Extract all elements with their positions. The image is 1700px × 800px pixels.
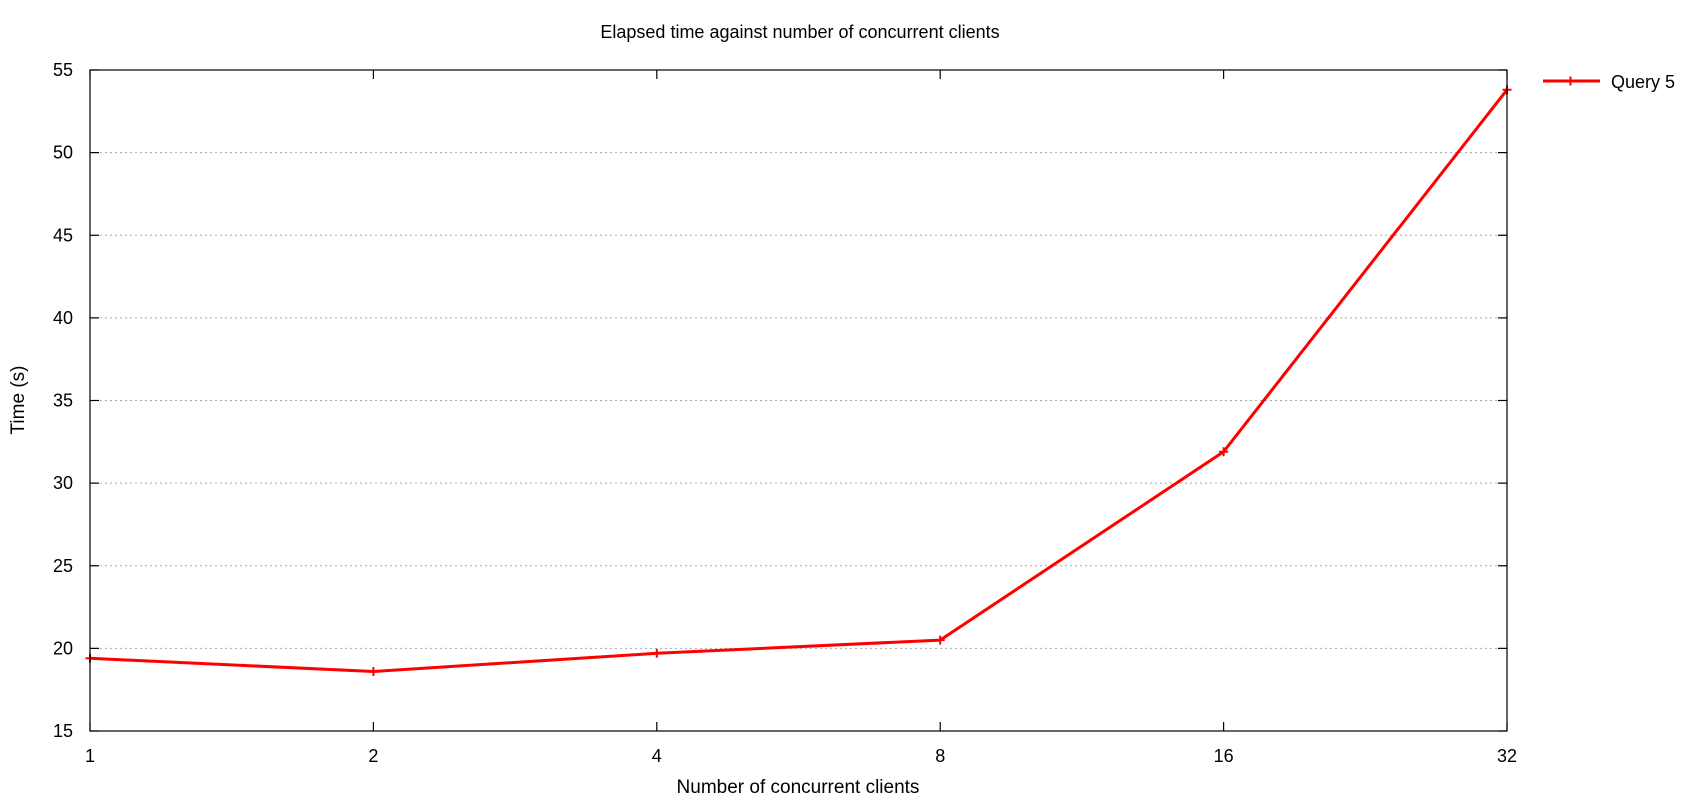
y-tick-label-35: 35: [53, 391, 73, 411]
data-point-marker-0-3: [935, 635, 945, 645]
x-tick-label-2: 2: [368, 746, 378, 766]
y-tick-label-15: 15: [53, 721, 73, 741]
data-point-marker-0-1: [368, 667, 378, 676]
x-axis-label: Number of concurrent clients: [677, 777, 920, 798]
y-tick-label-45: 45: [53, 225, 73, 245]
y-tick-label-30: 30: [53, 473, 73, 493]
chart-title: Elapsed time against number of concurren…: [600, 22, 999, 42]
x-tick-label-1: 1: [85, 746, 95, 766]
grid: [90, 152, 1507, 649]
plot-frame: [89, 69, 1508, 732]
y-tick-label-50: 50: [53, 143, 73, 163]
y-tick-label-20: 20: [53, 638, 73, 658]
y-axis-label: Time (s): [8, 366, 29, 435]
legend-label-query-5: Query 5: [1611, 72, 1675, 92]
x-tick-label-16: 16: [1214, 746, 1234, 766]
axis-tick-labels: 15 20 25 30 35 40 45 50 55 1 2 4 8 16 32: [53, 60, 1517, 766]
series-line-0: [89, 88, 1509, 673]
y-tick-label-25: 25: [53, 556, 73, 576]
legend-marker-query-5: [1566, 76, 1575, 86]
legend: Query 5: [1543, 72, 1675, 92]
x-tick-label-8: 8: [935, 746, 945, 766]
data-point-marker-0-2: [652, 648, 662, 658]
series-layer: [85, 85, 1512, 676]
y-tick-label-55: 55: [53, 60, 73, 80]
data-point-marker-0-4: [1219, 447, 1229, 457]
axis-ticks: [89, 69, 1508, 732]
y-tick-label-40: 40: [53, 308, 73, 328]
x-tick-label-4: 4: [652, 746, 662, 766]
x-tick-label-32: 32: [1497, 746, 1517, 766]
